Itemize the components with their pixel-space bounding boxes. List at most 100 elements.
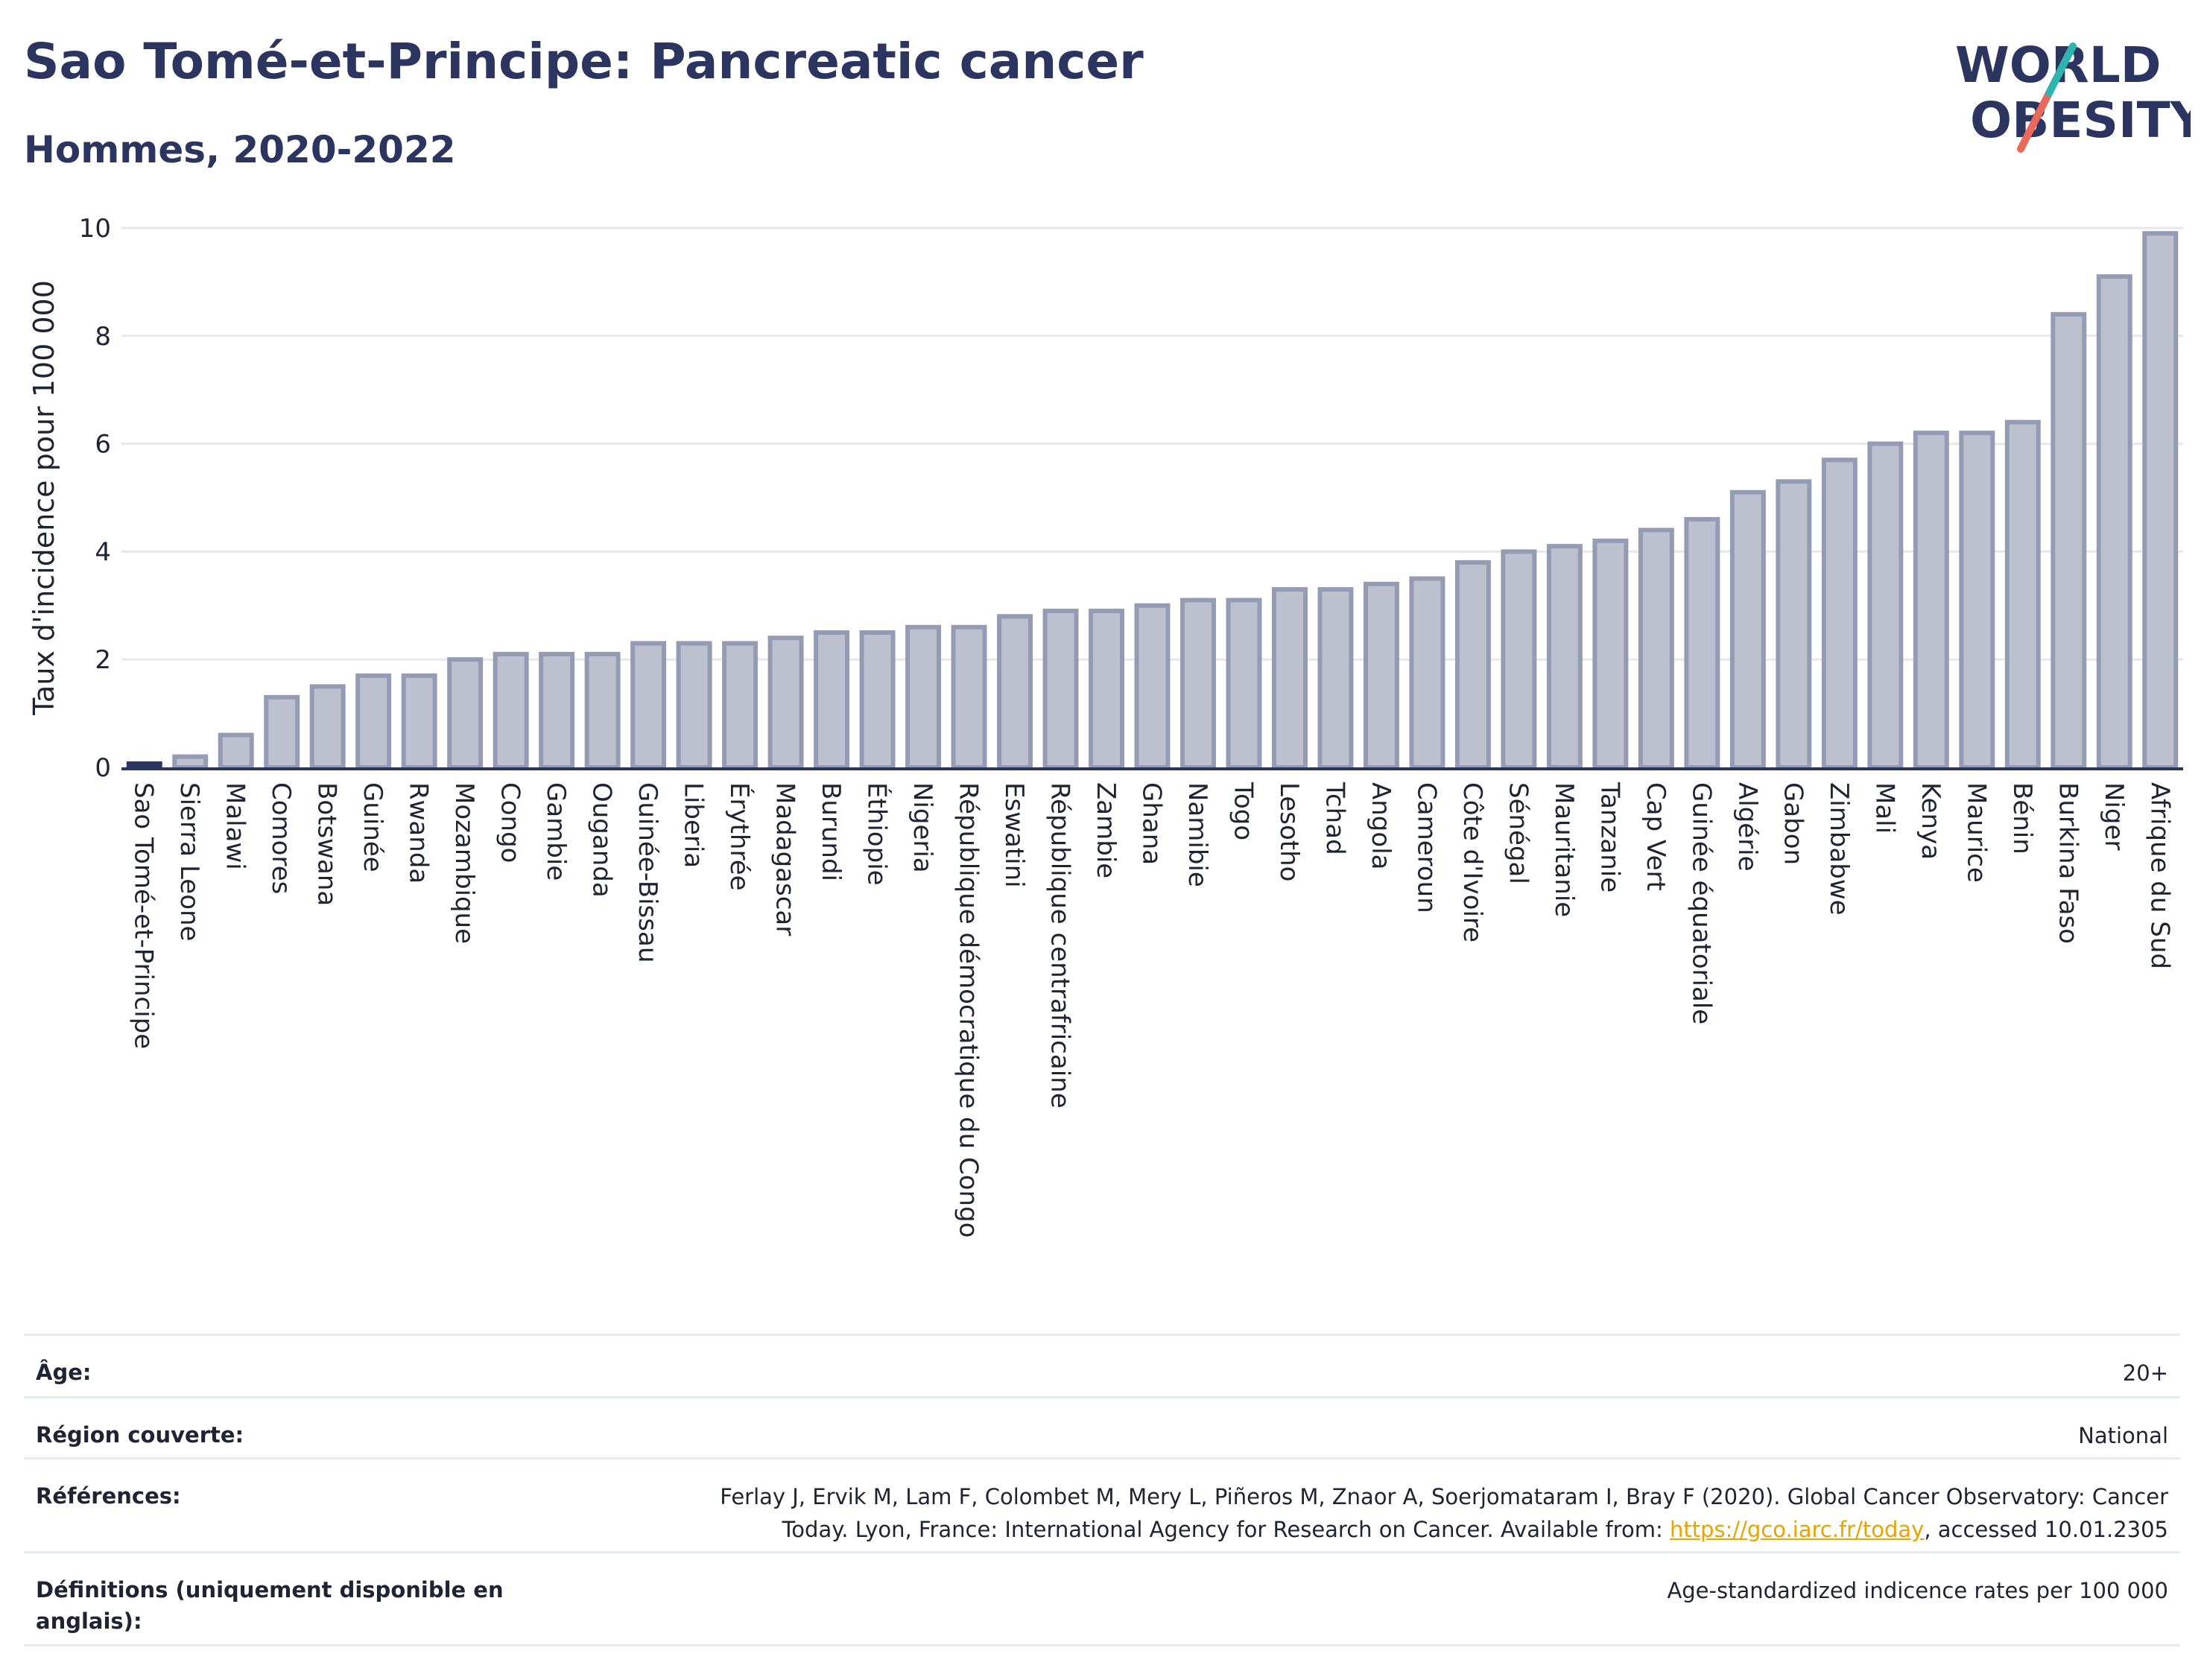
bar — [859, 630, 896, 770]
metadata-table: Âge: 20+ Région couverte: National Référ… — [24, 1334, 2180, 1646]
y-axis-ticks: 0 2 4 6 8 10 — [79, 214, 111, 783]
x-tick-label: Mozambique — [449, 782, 479, 944]
region-label: Région couverte: — [36, 1422, 244, 1448]
bar — [676, 641, 712, 770]
y-tick-label: 2 — [95, 645, 111, 675]
bar — [1546, 544, 1583, 770]
x-tick-label: Tanzanie — [1595, 782, 1624, 893]
x-tick-label: Kenya — [1916, 782, 1945, 860]
x-tick-label: Eswatini — [999, 782, 1029, 888]
x-tick-label: Lesotho — [1274, 782, 1304, 881]
bar — [1592, 538, 1629, 770]
x-tick-label: Guinée — [358, 782, 387, 872]
bar — [2096, 274, 2132, 770]
x-tick-label: Éthiopie — [862, 782, 893, 886]
x-tick-label: Togo — [1228, 782, 1258, 840]
chart-bars — [126, 231, 2179, 770]
bar — [1363, 581, 1399, 770]
logo-text-obesity: OBESITY — [1970, 92, 2191, 149]
bar — [1226, 597, 1262, 770]
references-label: Références: — [36, 1483, 181, 1509]
x-tick-label: Liberia — [679, 782, 709, 868]
x-tick-label: Burkina Faso — [2053, 782, 2083, 944]
meta-row-references: Références: Ferlay J, Ervik M, Lam F, Co… — [24, 1457, 2180, 1551]
x-tick-label: Mali — [1869, 782, 1899, 834]
bar — [2004, 419, 2041, 770]
references-value: Ferlay J, Ervik M, Lam F, Colombet M, Me… — [720, 1480, 2168, 1546]
x-tick-label: Afrique du Sud — [2144, 782, 2174, 969]
y-tick-label: 10 — [79, 214, 111, 244]
bar — [264, 694, 300, 770]
x-tick-label: Guinée-Bissau — [633, 782, 662, 963]
x-tick-label: Namibie — [1182, 782, 1212, 887]
bar — [584, 651, 621, 770]
x-tick-label: Angola — [1366, 782, 1396, 869]
bar — [1867, 441, 1904, 770]
bar — [1821, 457, 1858, 770]
x-tick-label: Ouganda — [587, 782, 617, 898]
chart-subtitle: Hommes, 2020-2022 — [24, 128, 456, 171]
bar — [1913, 431, 1949, 770]
x-tick-label: Algérie — [1732, 782, 1762, 872]
references-text-2: Today. Lyon, France: International Agenc… — [782, 1517, 1670, 1542]
bar — [539, 651, 575, 770]
bar — [722, 641, 759, 770]
bar — [1134, 603, 1171, 770]
bar — [814, 630, 850, 770]
x-tick-label: Tchad — [1320, 782, 1349, 855]
bar — [1089, 609, 1124, 770]
x-tick-label: Botswana — [312, 782, 342, 906]
bar — [630, 641, 667, 770]
bar — [172, 754, 209, 770]
bar — [1180, 597, 1216, 770]
age-label: Âge: — [36, 1360, 92, 1385]
age-value: 20+ — [2122, 1360, 2168, 1386]
x-tick-label: Zambie — [1091, 782, 1121, 878]
bar — [126, 761, 162, 767]
bar — [447, 657, 484, 770]
x-tick-label: Nigeria — [908, 782, 937, 873]
logo-text-world: WORLD — [1955, 37, 2162, 94]
bar — [218, 732, 254, 770]
x-tick-label: Sierra Leone — [174, 782, 204, 941]
bar — [1729, 489, 1766, 770]
x-tick-label: République centrafricaine — [1045, 782, 1075, 1109]
bar — [1271, 587, 1308, 770]
x-tick-label: Mauritanie — [1549, 782, 1579, 917]
x-tick-label: Maurice — [1961, 782, 1991, 883]
x-tick-label: République démocratique du Congo — [954, 782, 984, 1237]
x-tick-label: Érythrée — [724, 782, 755, 891]
bar — [951, 624, 987, 770]
y-tick-label: 6 — [95, 430, 111, 460]
bar — [1317, 587, 1354, 770]
x-tick-label: Malawi — [221, 782, 250, 870]
x-tick-label: Ghana — [1137, 782, 1167, 865]
bar — [355, 673, 392, 770]
x-tick-label: Sénégal — [1503, 782, 1533, 884]
bar — [1638, 527, 1674, 770]
meta-row-region: Région couverte: National — [24, 1396, 2180, 1457]
x-tick-label: Cameroun — [1411, 782, 1441, 913]
y-tick-label: 4 — [95, 537, 111, 567]
x-tick-label: Congo — [495, 782, 525, 863]
references-text-3: , accessed 10.01.2305 — [1924, 1517, 2168, 1542]
references-link[interactable]: https://gco.iarc.fr/today — [1669, 1517, 1925, 1542]
x-tick-label: Burundi — [816, 782, 846, 881]
chart-title: Sao Tomé-et-Principe: Pancreatic cancer — [24, 33, 1144, 90]
bar — [1042, 609, 1079, 770]
bar — [401, 673, 437, 770]
x-tick-label: Sao Tomé-et-Principe — [129, 782, 159, 1049]
bar — [309, 684, 346, 770]
x-tick-label: Rwanda — [404, 782, 434, 884]
bar — [1684, 516, 1720, 770]
meta-row-definitions: Définitions (uniquement disponible en an… — [24, 1551, 2180, 1646]
x-tick-label: Cap Vert — [1641, 782, 1671, 891]
y-tick-label: 8 — [95, 322, 111, 352]
x-tick-label: Gabon — [1778, 782, 1808, 865]
bar — [1959, 431, 1995, 770]
bar — [1409, 576, 1445, 770]
bar — [997, 614, 1033, 770]
y-axis-label: Taux d'incidence pour 100 000 — [28, 280, 60, 716]
bar — [905, 624, 942, 770]
references-text-1: Ferlay J, Ervik M, Lam F, Colombet M, Me… — [720, 1484, 2168, 1509]
